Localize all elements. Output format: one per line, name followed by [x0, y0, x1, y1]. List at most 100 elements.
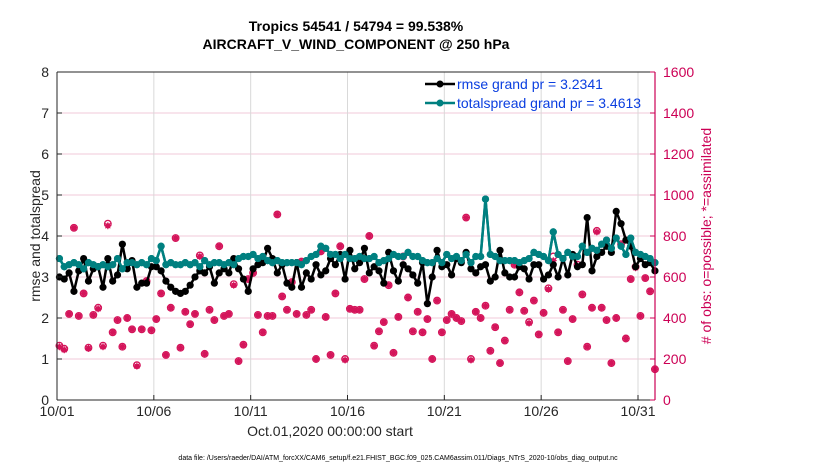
rmse-point [399, 261, 407, 269]
x-tick-label: 10/06 [136, 403, 171, 419]
obs-assimilated-point [259, 328, 267, 336]
obs-assimilated-point [598, 304, 606, 312]
y-right-tick-label: 800 [663, 228, 687, 244]
obs-assimilated-point [569, 315, 577, 323]
rmse-point [239, 275, 248, 283]
totalspread-overlay-point [312, 250, 320, 259]
obs-assimilated-point [428, 355, 436, 363]
obs-marker-star [389, 349, 397, 357]
totalspread-overlay-point [230, 261, 238, 269]
obs-assimilated-point [307, 306, 315, 314]
obs-assimilated-point [60, 346, 68, 354]
obs-marker-star [167, 304, 175, 312]
x-axis-label: Oct.01,2020 00:00:00 start [247, 423, 413, 439]
obs-marker-star [375, 327, 383, 335]
rmse-point [109, 277, 117, 285]
legend-totalspread-label: totalspread grand pr = 3.4613 [457, 95, 641, 111]
rmse-point [162, 277, 170, 285]
obs-marker-star [172, 234, 180, 242]
rmse-point [341, 275, 349, 283]
totalspread-overlay-point [583, 248, 591, 256]
y-tick-label: 6 [41, 146, 49, 162]
rmse-point [360, 244, 369, 252]
obs-assimilated-point [375, 327, 383, 335]
obs-assimilated-point [133, 362, 141, 370]
rmse-point [283, 279, 291, 287]
obs-assimilated-point [99, 343, 107, 351]
y-right-tick-label: 600 [663, 269, 687, 285]
obs-assimilated-point [419, 328, 427, 336]
rmse-point [118, 240, 126, 248]
obs-marker-star [419, 328, 427, 336]
obs-assimilated-point [525, 319, 533, 327]
obs-assimilated-point [448, 310, 456, 318]
obs-marker-star [530, 297, 538, 305]
obs-marker-star [627, 275, 635, 283]
obs-assimilated-point [254, 311, 262, 319]
obs-marker-star [84, 344, 92, 352]
obs-assimilated-point [380, 318, 388, 326]
totalspread-overlay-point [201, 257, 209, 265]
obs-assimilated-point [65, 310, 73, 318]
obs-marker-star [477, 314, 485, 322]
rmse-point [525, 275, 533, 283]
chart-subtitle: AIRCRAFT_V_WIND_COMPONENT @ 250 hPa [203, 36, 510, 52]
rmse-point [302, 269, 310, 277]
rmse-point [215, 269, 223, 277]
obs-marker-star [70, 224, 78, 232]
obs-assimilated-point [230, 281, 238, 289]
obs-assimilated-point [603, 316, 611, 324]
y-axis-right-label: # of obs: o=possible; *=assimilated [698, 128, 714, 344]
totalspread-overlay-point [113, 254, 122, 263]
obs-marker-star [356, 306, 364, 314]
obs-assimilated-point [462, 214, 470, 222]
rmse-point [297, 283, 306, 291]
totalspread-overlay-point [118, 265, 126, 273]
obs-assimilated-point [438, 328, 446, 336]
obs-marker-star [322, 313, 330, 321]
obs-assimilated-point [404, 294, 412, 301]
obs-marker-star [535, 330, 543, 338]
rmse-point [167, 283, 175, 291]
x-tick-label: 10/11 [234, 403, 268, 419]
rmse-point [409, 271, 417, 279]
obs-marker-star [607, 359, 615, 367]
obs-assimilated-point [206, 306, 214, 314]
obs-assimilated-point [152, 315, 160, 323]
rmse-point [288, 283, 296, 291]
obs-assimilated-point [239, 341, 247, 349]
obs-marker-star [244, 275, 252, 283]
obs-marker-star [210, 316, 218, 324]
y-right-tick-label: 200 [663, 351, 687, 367]
obs-marker-star [554, 328, 562, 336]
obs-assimilated-point [293, 310, 301, 318]
obs-marker-star [259, 328, 267, 336]
obs-marker-star [331, 289, 339, 297]
rmse-point [84, 277, 93, 285]
obs-assimilated-point [176, 344, 184, 352]
y-tick-label: 8 [41, 64, 49, 80]
chart-title: Tropics 54541 / 54794 = 99.538% [249, 18, 464, 34]
rmse-point [544, 271, 553, 279]
obs-marker-star [414, 308, 422, 316]
obs-assimilated-point [389, 349, 397, 357]
obs-marker-star [157, 289, 165, 297]
obs-marker-star [176, 344, 184, 352]
rmse-point [264, 244, 272, 252]
x-tick-label: 10/31 [620, 403, 655, 419]
obs-assimilated-point [80, 289, 88, 297]
rmse-point [428, 273, 436, 281]
obs-assimilated-point [496, 359, 504, 367]
obs-assimilated-point [443, 316, 451, 324]
obs-assimilated-point [423, 315, 431, 323]
obs-marker-star [452, 314, 460, 322]
x-tick-label: 10/16 [330, 403, 365, 419]
obs-assimilated-point [535, 330, 543, 338]
obs-assimilated-point [104, 222, 112, 230]
obs-marker-star [506, 306, 514, 314]
rmse-point [389, 267, 398, 275]
obs-marker-star [109, 328, 117, 336]
totalspread-overlay-point [157, 242, 165, 250]
obs-assimilated-point [162, 351, 170, 359]
obs-assimilated-point [268, 312, 276, 320]
